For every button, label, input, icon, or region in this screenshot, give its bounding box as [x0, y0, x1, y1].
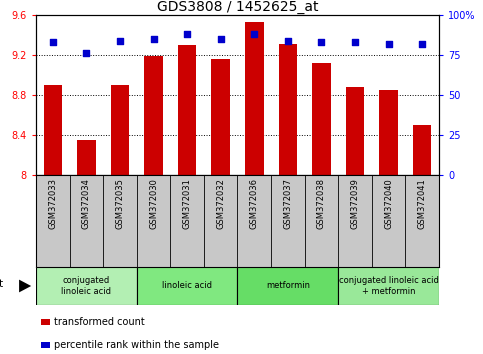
Text: GSM372033: GSM372033 [48, 178, 57, 229]
Bar [245, 22, 264, 175]
Text: GSM372035: GSM372035 [115, 178, 125, 229]
Point [49, 39, 57, 45]
Bar [413, 125, 431, 175]
Bar [178, 45, 197, 175]
Text: GSM372037: GSM372037 [284, 178, 292, 229]
Bar [238, 267, 338, 305]
Point [116, 38, 124, 44]
Bar [212, 59, 230, 175]
Text: GSM372034: GSM372034 [82, 178, 91, 229]
Bar [346, 87, 364, 175]
Text: transformed count: transformed count [55, 317, 145, 327]
Text: GSM372038: GSM372038 [317, 178, 326, 229]
Point [385, 41, 393, 47]
Bar [111, 85, 129, 175]
Point [284, 38, 292, 44]
Bar [77, 140, 96, 175]
Point [250, 32, 258, 37]
Text: conjugated
linoleic acid: conjugated linoleic acid [61, 276, 112, 296]
Text: linoleic acid: linoleic acid [162, 281, 212, 291]
Point [183, 32, 191, 37]
Point [83, 51, 90, 56]
Text: GSM372040: GSM372040 [384, 178, 393, 229]
Point [418, 41, 426, 47]
Text: GSM372030: GSM372030 [149, 178, 158, 229]
Text: percentile rank within the sample: percentile rank within the sample [55, 340, 219, 350]
Point [217, 36, 225, 42]
Text: GSM372032: GSM372032 [216, 178, 225, 229]
Bar [312, 63, 331, 175]
Text: GSM372031: GSM372031 [183, 178, 192, 229]
Text: GSM372039: GSM372039 [351, 178, 359, 229]
Bar [279, 44, 297, 175]
Point [318, 39, 326, 45]
Title: GDS3808 / 1452625_at: GDS3808 / 1452625_at [157, 0, 318, 14]
Point [150, 36, 157, 42]
Bar [338, 267, 439, 305]
Bar [144, 56, 163, 175]
Text: GSM372041: GSM372041 [418, 178, 426, 229]
Bar [36, 267, 137, 305]
Text: agent: agent [0, 279, 3, 289]
Bar [137, 267, 238, 305]
Text: conjugated linoleic acid
+ metformin: conjugated linoleic acid + metformin [339, 276, 439, 296]
Text: metformin: metformin [266, 281, 310, 291]
Point [351, 39, 359, 45]
Bar [43, 85, 62, 175]
Bar [379, 90, 398, 175]
Text: GSM372036: GSM372036 [250, 178, 259, 229]
